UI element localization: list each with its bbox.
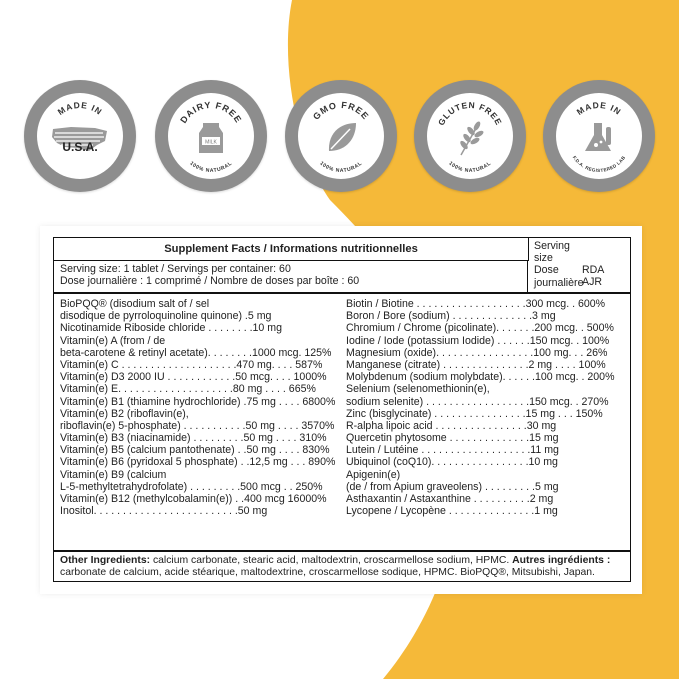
ingredient-row: Vitamin(e) C . . . . . . . . . . . . . .…	[60, 358, 323, 371]
gmo-free-badge: GMO FREE 100% NATURAL	[285, 80, 397, 192]
ingredient-row: Iodine / Iode (potassium Iodide) . . . .…	[346, 334, 610, 347]
badge-main-text: U.S.A.	[62, 140, 97, 154]
serving-line-en: Serving size: 1 tablet / Servings per co…	[60, 263, 291, 275]
badge-top-text: GLUTEN FREE	[436, 100, 503, 127]
usa-map-icon	[52, 127, 107, 151]
badge-top-text: MADE IN	[575, 100, 623, 117]
ingredients-right-column: Biotin / Biotine . . . . . . . . . . . .…	[346, 298, 628, 517]
serving-line-fr: Dose journalière : 1 comprimé / Nombre d…	[60, 275, 360, 288]
ingredient-row: Ubiquinol (coQ10). . . . . . . . . . . .…	[346, 456, 558, 469]
svg-text:MADE IN: MADE IN	[575, 100, 624, 117]
svg-text:GLUTEN FREE: GLUTEN FREE	[436, 100, 504, 127]
other-ingredients-label: Other Ingredients:	[60, 555, 151, 566]
ingredient-row: Quercetin phytosome . . . . . . . . . . …	[346, 432, 559, 445]
leaf-icon	[328, 123, 356, 151]
ingredient-row: R-alpha lipoic acid . . . . . . . . . . …	[346, 419, 557, 432]
ingredient-row: Vitamin(e) B3 (niacinamide) . . . . . . …	[60, 432, 327, 445]
ingredient-row: Vitamin(e) B9 (calcium	[60, 468, 167, 481]
ingredient-row: Vitamin(e) B6 (pyridoxal 5 phosphate) . …	[60, 456, 336, 469]
badge-bottom-text: 100% NATURAL	[188, 160, 233, 174]
ingredient-row: Lutein / Lutéine . . . . . . . . . . . .…	[346, 444, 559, 457]
ingredient-row: Vitamin(e) E. . . . . . . . . . . . . . …	[60, 383, 316, 396]
supplement-facts-table: Supplement Facts / Informations nutritio…	[53, 237, 631, 582]
ingredient-row: Boron / Bore (sodium) . . . . . . . . . …	[346, 310, 556, 323]
badge-top-text: GMO FREE	[311, 100, 370, 122]
ajr-header: AJR	[582, 276, 603, 289]
ingredient-row: Lycopene / Lycopène . . . . . . . . . . …	[346, 505, 558, 518]
svg-text:100% NATURAL: 100% NATURAL	[447, 160, 492, 174]
milk-carton-icon: MILK	[199, 123, 223, 153]
other-ingredients: Other Ingredients: calcium carbonate, st…	[54, 550, 630, 583]
ingredient-row: Vitamin(e) B5 (calcium pantothenate) . .…	[60, 444, 330, 457]
divider	[54, 292, 630, 294]
ingredient-row: Vitamin(e) B12 (methylcobalamin(e)) . .4…	[60, 493, 327, 505]
badge-top-text: DAIRY FREE	[178, 100, 243, 125]
badge-bottom-text: 100% NATURAL	[447, 160, 492, 174]
ingredient-row: Vitamin(e) D3 2000 IU . . . . . . . . . …	[60, 371, 327, 384]
serving-info: Serving size: 1 tablet / Servings per co…	[54, 260, 528, 292]
ingredient-row: disodique de pyrroloquinoline quinone) .…	[60, 310, 272, 323]
lab-flask-icon	[585, 123, 611, 151]
badge-bottom-text: 100% NATURAL	[318, 160, 363, 174]
dose-header: Dose	[534, 264, 559, 277]
ingredient-row: (de / from Apium graveolens) . . . . . .…	[346, 480, 559, 493]
svg-text:DAIRY FREE: DAIRY FREE	[178, 100, 244, 125]
ingredient-row: beta-carotene & retinyl acetate). . . . …	[60, 346, 332, 359]
ingredient-row: Inositol. . . . . . . . . . . . . . . . …	[60, 505, 268, 518]
ingredient-row: riboflavin(e) 5-phosphate) . . . . . . .…	[60, 419, 335, 432]
ingredient-row: Zinc (bisglycinate) . . . . . . . . . . …	[346, 407, 603, 420]
made-in-usa-badge: MADE IN U.S.A.	[24, 80, 136, 192]
svg-text:GMO FREE: GMO FREE	[311, 100, 371, 122]
carton-label: MILK	[205, 140, 217, 146]
rda-header: RDA	[582, 264, 605, 276]
label-panel	[40, 226, 642, 594]
wheat-icon	[460, 121, 484, 156]
ingredient-row: Chromium / Chrome (picolinate). . . . . …	[346, 322, 614, 335]
autres-ingredients-text: carbonate de calcium, acide stéarique, m…	[60, 567, 595, 579]
other-ingredients-text: calcium carbonate, stearic acid, maltode…	[150, 555, 513, 566]
badge-top-text: MADE IN	[56, 100, 104, 117]
svg-text:F.D.A. REGISTERED LAB: F.D.A. REGISTERED LAB	[572, 155, 627, 173]
svg-text:100% NATURAL: 100% NATURAL	[188, 160, 233, 174]
fda-registered-lab-badge: MADE IN F.D.A. REGISTERED LAB	[543, 80, 655, 192]
ingredient-row: L-5-methyltetrahydrofolate) . . . . . . …	[60, 480, 323, 493]
gluten-free-badge: GLUTEN FREE 100% NATURAL	[414, 80, 526, 192]
ingredient-row: Selenium (selenomethionin(e),	[346, 383, 490, 396]
serving-size-header-2: size	[534, 252, 553, 265]
ingredient-row: Nicotinamide Riboside chloride . . . . .…	[60, 322, 282, 335]
facts-title: Supplement Facts / Informations nutritio…	[54, 238, 529, 261]
column-headers: Serving size Dose journalière RDA AJR	[532, 240, 628, 290]
autres-ingredients-label: Autres ingrédients :	[512, 555, 611, 566]
ingredient-row: Biotin / Biotine . . . . . . . . . . . .…	[346, 298, 606, 310]
svg-text:MADE IN: MADE IN	[56, 100, 105, 117]
serving-size-header: Serving	[534, 240, 570, 252]
dose-header-2: journalière	[534, 276, 584, 289]
ingredient-row: BioPQQ® (disodium salt of / sel	[60, 298, 210, 310]
ingredient-row: Vitamin(e) B1 (thiamine hydrochloride) .…	[60, 395, 336, 408]
ingredient-row: Asthaxantin / Astaxanthine . . . . . . .…	[346, 493, 554, 505]
badges-row: MADE IN U.S.A. DAIRY FREE	[0, 0, 679, 210]
ingredient-row: Molybdenum (sodium molybdate). . . . . .…	[346, 371, 615, 384]
ingredient-row: Vitamin(e) A (from / de	[60, 334, 166, 347]
ingredient-row: Manganese (citrate) . . . . . . . . . . …	[346, 358, 606, 371]
svg-text:100% NATURAL: 100% NATURAL	[318, 160, 363, 174]
ingredients-left-column: BioPQQ® (disodium salt of / sel disodiqu…	[60, 298, 344, 517]
ingredient-row: Vitamin(e) B2 (riboflavin(e),	[60, 407, 189, 420]
ingredient-row: Magnesium (oxide). . . . . . . . . . . .…	[346, 346, 608, 359]
ingredient-row: sodium selenite) . . . . . . . . . . . .…	[346, 395, 609, 408]
badge-bottom-text: F.D.A. REGISTERED LAB	[572, 155, 626, 173]
dairy-free-badge: DAIRY FREE MILK 100% NATURAL	[155, 80, 267, 192]
ingredient-row: Apigenin(e)	[346, 468, 401, 481]
